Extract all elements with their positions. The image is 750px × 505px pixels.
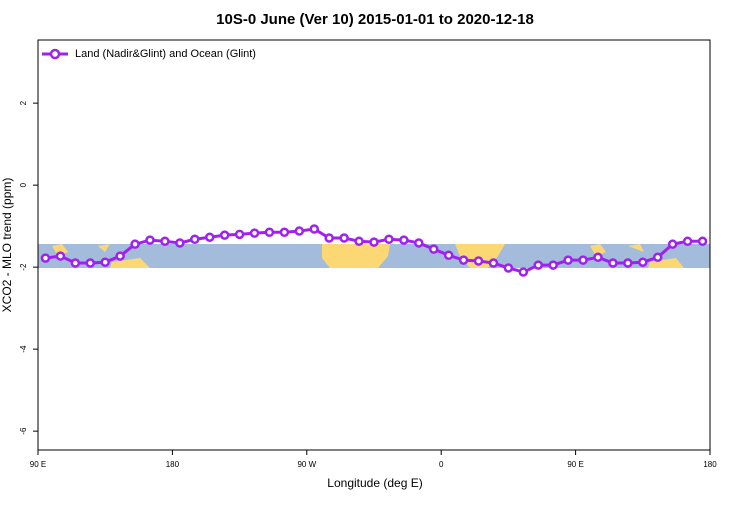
land-asia-2 (590, 244, 684, 268)
x-tick-label: 180 (166, 460, 180, 469)
point (70, 258, 81, 268)
y-tick-label: 0 (19, 182, 28, 187)
y-axis-label: XCO2 - MLO trend (ppm) (0, 178, 14, 313)
point (309, 224, 320, 234)
land-africa (322, 244, 390, 268)
point (428, 244, 439, 254)
point (85, 258, 96, 268)
y-tick-label: 2 (19, 100, 28, 105)
point (40, 253, 51, 263)
chart-title: 10S-0 June (Ver 10) 2015-01-01 to 2020-1… (216, 11, 534, 28)
point (682, 236, 693, 247)
point (578, 255, 588, 265)
point (697, 236, 708, 247)
legend-label: Land (Nadir&Glint) and Ocean (Glint) (75, 48, 256, 60)
x-tick-label: 90 W (297, 460, 316, 469)
point (279, 227, 290, 238)
point (160, 236, 170, 247)
y-tick-label: -6 (19, 427, 28, 435)
point (503, 263, 514, 273)
point (667, 239, 678, 249)
point (175, 238, 185, 248)
point (488, 258, 499, 268)
point (563, 255, 573, 265)
point (339, 233, 349, 243)
point (593, 252, 603, 263)
point (234, 229, 245, 240)
point (264, 227, 275, 238)
point (458, 255, 469, 265)
x-tick-label: 180 (703, 460, 717, 469)
point (623, 258, 633, 268)
point (55, 251, 66, 261)
point (100, 257, 110, 267)
legend-marker (49, 48, 61, 60)
point (324, 233, 334, 243)
x-axis-label: Longitude (deg E) (327, 476, 422, 490)
point (204, 232, 215, 242)
y-tick-label: -2 (19, 263, 28, 271)
y-tick-label: -4 (19, 345, 28, 353)
point (414, 238, 424, 248)
point (608, 258, 618, 268)
point (354, 236, 364, 247)
point (638, 257, 648, 267)
land-asia (52, 244, 150, 268)
x-tick-label: 0 (439, 460, 444, 469)
point (219, 230, 230, 240)
x-tick-label: 90 E (30, 460, 46, 469)
point (249, 228, 260, 238)
point (384, 234, 394, 245)
point (369, 237, 379, 247)
point (518, 267, 529, 277)
point (533, 260, 544, 270)
point (473, 256, 484, 266)
legend: Land (Nadir&Glint) and Ocean (Glint) (42, 48, 256, 60)
point (652, 252, 663, 263)
point (548, 260, 558, 270)
point (145, 235, 155, 245)
point (115, 251, 125, 261)
plot-frame (37, 39, 711, 451)
x-tick-label: 90 E (567, 460, 583, 469)
point (130, 239, 140, 249)
point (399, 235, 409, 245)
point (294, 226, 305, 236)
point (443, 250, 454, 260)
point (190, 234, 200, 245)
